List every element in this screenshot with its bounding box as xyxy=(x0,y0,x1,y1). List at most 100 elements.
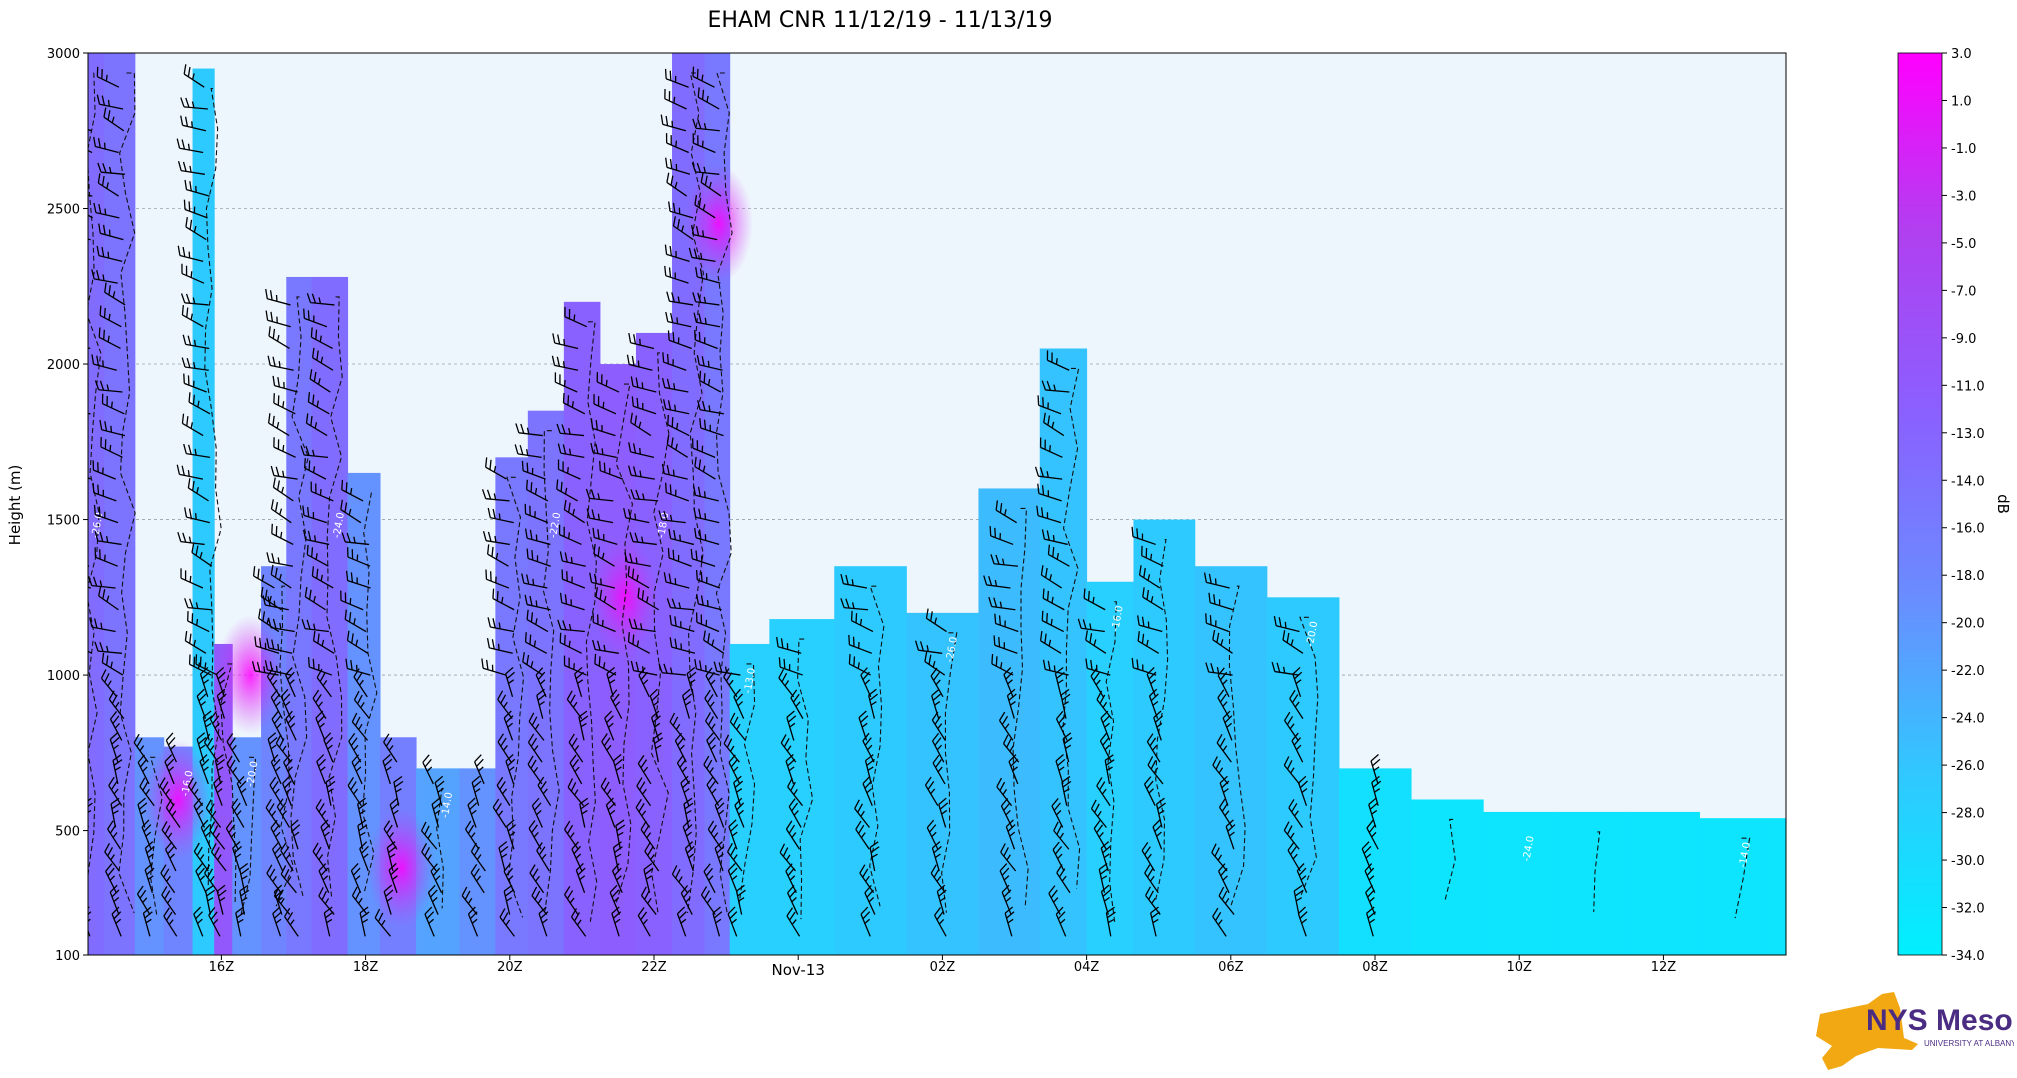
wind-barb xyxy=(93,504,119,524)
wind-barb xyxy=(92,482,117,502)
colorbar-tick-label: -28.0 xyxy=(1951,807,1985,822)
wind-barb xyxy=(790,689,804,719)
wind-barb xyxy=(864,754,875,785)
wind-barb xyxy=(1370,754,1381,785)
wind-barb xyxy=(187,777,204,807)
wind-barb xyxy=(1042,659,1069,676)
wind-barb xyxy=(305,413,328,437)
wind-barb xyxy=(514,444,542,458)
wind-barb xyxy=(1137,631,1160,654)
wind-barb xyxy=(94,641,123,654)
wind-barb xyxy=(1000,843,1017,872)
reflectivity-hotspot xyxy=(144,739,213,860)
wind-barb xyxy=(728,819,739,850)
wind-barb xyxy=(666,291,694,306)
wind-barb xyxy=(990,554,1018,567)
wind-barb xyxy=(163,907,178,937)
wind-barb xyxy=(316,668,332,698)
wind-barb xyxy=(104,842,120,872)
wind-barb xyxy=(1137,615,1163,633)
wind-barb xyxy=(91,354,117,371)
wind-barb xyxy=(200,819,212,850)
wind-barb xyxy=(1222,710,1233,741)
wind-barb xyxy=(924,776,939,807)
wind-barb xyxy=(527,755,543,785)
data-column xyxy=(88,53,105,955)
wind-barb xyxy=(323,732,334,763)
wind-barb xyxy=(60,66,89,87)
wind-barb xyxy=(191,542,213,567)
wind-barb xyxy=(159,777,175,807)
wind-barb xyxy=(556,423,585,437)
wind-barb xyxy=(492,588,515,611)
colorbar-tick-label: -3.0 xyxy=(1951,189,1976,204)
wind-barb xyxy=(734,797,745,828)
wind-barb xyxy=(665,157,691,175)
wind-barb xyxy=(383,820,398,850)
wind-barb xyxy=(193,797,206,828)
wind-barb xyxy=(236,775,248,806)
wind-barb xyxy=(492,798,507,828)
wind-barb xyxy=(487,544,509,567)
wind-barb xyxy=(691,162,720,175)
wind-barb xyxy=(461,886,478,915)
wind-barb xyxy=(105,863,117,894)
wind-barb xyxy=(181,263,205,284)
wind-barb xyxy=(1141,842,1156,872)
wind-barb xyxy=(848,634,873,654)
y-tick-label: 100 xyxy=(55,949,80,964)
contour-label: -14.0 xyxy=(1738,841,1753,868)
wind-barb xyxy=(345,658,371,676)
x-tick-label: 20Z xyxy=(497,960,523,975)
wind-barb xyxy=(185,217,207,241)
wind-barb xyxy=(778,657,803,676)
wind-barb xyxy=(606,666,617,698)
wind-barb xyxy=(840,598,869,611)
wind-barb xyxy=(177,245,204,263)
x-tick-label: 18Z xyxy=(353,960,379,975)
wind-barb xyxy=(251,661,279,676)
wind-barb xyxy=(1282,630,1304,654)
contour-line xyxy=(1593,831,1601,912)
wind-barb xyxy=(98,223,124,241)
wind-barb xyxy=(196,688,207,719)
wind-barb xyxy=(270,465,298,480)
wind-barb xyxy=(88,205,93,219)
data-column xyxy=(214,643,233,955)
wind-barb xyxy=(266,638,293,654)
wind-barb xyxy=(635,798,651,828)
wind-barb xyxy=(925,608,947,633)
data-column xyxy=(311,276,349,955)
wind-barb xyxy=(302,505,327,524)
wind-barb xyxy=(557,443,585,458)
data-column xyxy=(906,612,979,955)
wind-barb xyxy=(1148,688,1159,719)
y-tick-label: 2000 xyxy=(47,358,80,373)
wind-barb xyxy=(595,587,617,611)
colorbar-tick-label: -13.0 xyxy=(1951,427,1985,442)
wind-barb xyxy=(1361,841,1372,872)
wind-barb xyxy=(1046,350,1070,371)
wind-barb xyxy=(522,652,544,676)
colorbar: 3.0 1.0 -1.0 -3.0 -5.0 -7.0 -9.0 -11.0 -13.0 -14.… xyxy=(1897,47,1985,964)
wind-barb xyxy=(99,419,126,437)
contour-line xyxy=(506,476,525,918)
wind-barb xyxy=(193,906,204,937)
wind-barb xyxy=(695,612,720,633)
wind-barb xyxy=(318,886,335,915)
wind-barb xyxy=(623,508,650,524)
wind-barb xyxy=(936,884,947,915)
wind-barb xyxy=(184,598,212,611)
wind-barb xyxy=(537,776,552,807)
wind-barb xyxy=(348,733,362,763)
wind-barb xyxy=(714,841,725,872)
wind-barb xyxy=(101,393,125,415)
wind-barb xyxy=(1002,734,1020,763)
wind-barb xyxy=(991,653,1014,676)
wind-barb xyxy=(265,798,281,828)
wind-barb xyxy=(787,777,803,807)
wind-barb xyxy=(177,532,205,546)
wind-barb xyxy=(697,87,720,110)
wind-barb xyxy=(1298,775,1308,806)
wind-barb xyxy=(112,754,123,785)
